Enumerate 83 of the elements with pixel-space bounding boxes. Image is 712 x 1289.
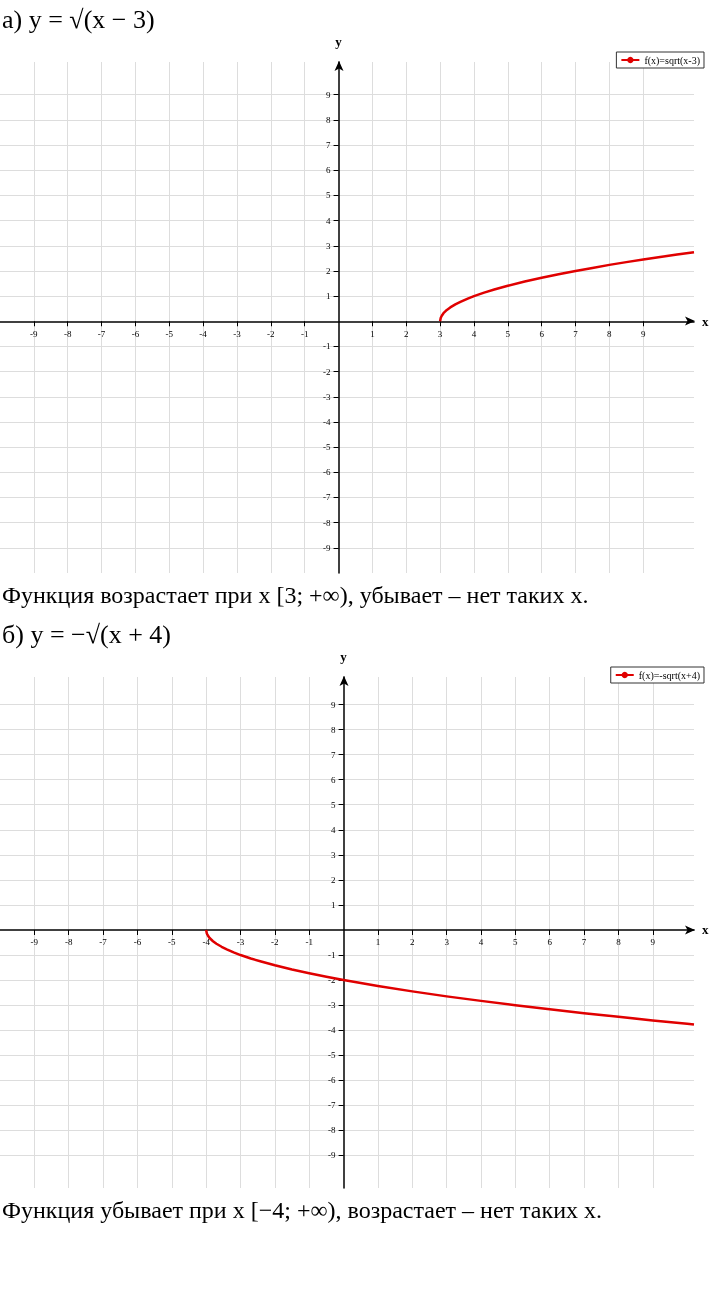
x-tick-label: -2 — [271, 937, 279, 948]
y-tick-label: -1 — [323, 341, 331, 352]
x-tick-label: 3 — [437, 328, 443, 339]
y-tick-label: 1 — [331, 899, 336, 910]
y-tick-label: 3 — [331, 849, 337, 860]
y-tick-label: -7 — [328, 1100, 337, 1111]
legend-label: f(x)=sqrt(x-3) — [644, 54, 700, 67]
y-tick-label: 9 — [331, 699, 337, 710]
x-tick-label: -7 — [99, 937, 108, 948]
text: Функция убывает при x [−4; +∞), возрастает – нет таких x. — [1, 1196, 603, 1225]
y-tick-label: -5 — [328, 1050, 337, 1061]
y-tick-label: -4 — [328, 1025, 337, 1036]
x-tick-label: 8 — [616, 937, 622, 948]
y-tick-label: -1 — [328, 950, 336, 961]
x-tick-label: -9 — [30, 328, 39, 339]
x-tick-label: 5 — [513, 937, 519, 948]
chart-title: б) y = −√(x + 4) — [2, 620, 171, 649]
x-tick-label: 2 — [403, 328, 409, 339]
y-tick-label: -8 — [323, 517, 332, 528]
y-tick-label: 8 — [326, 114, 332, 125]
x-tick-label: -8 — [63, 328, 72, 339]
x-tick-label: -5 — [165, 328, 174, 339]
y-tick-label: 5 — [326, 190, 332, 201]
y-tick-label: -3 — [323, 391, 332, 402]
y-tick-label: -7 — [323, 492, 332, 503]
x-tick-label: -9 — [30, 937, 39, 948]
x-tick-label: -6 — [133, 937, 142, 948]
y-axis-title: y — [335, 34, 343, 49]
y-tick-label: 2 — [326, 265, 331, 276]
y-tick-label: 7 — [326, 140, 332, 151]
x-axis-title: x — [702, 922, 709, 938]
x-tick-label: 4 — [471, 328, 477, 339]
x-tick-label: 1 — [375, 937, 381, 948]
y-tick-label: 6 — [326, 165, 332, 176]
y-tick-label: -5 — [323, 442, 332, 453]
x-tick-label: -2 — [267, 328, 275, 339]
y-tick-label: -9 — [323, 542, 332, 553]
x-tick-label: 1 — [370, 328, 375, 339]
text: Функция возрастает при x [3; +∞), убывает – нет таких x. — [1, 581, 590, 610]
x-axis-title: x — [702, 313, 709, 329]
x-tick-label: 8 — [607, 328, 613, 339]
y-tick-label: -9 — [328, 1150, 337, 1161]
x-tick-label: 7 — [573, 328, 579, 339]
y-tick-label: 7 — [331, 749, 337, 760]
x-tick-label: -3 — [233, 328, 242, 339]
y-tick-label: -4 — [323, 416, 332, 427]
y-tick-label: -3 — [328, 1000, 337, 1011]
chart-title: а) y = √(x − 3) — [2, 5, 155, 34]
y-axis-title: y — [340, 649, 348, 664]
y-tick-label: 4 — [331, 824, 337, 835]
x-tick-label: -1 — [300, 328, 309, 339]
line-series — [438, 251, 696, 323]
x-tick-label: -4 — [202, 937, 211, 948]
x-tick-label: 9 — [650, 937, 656, 948]
x-tick-label: 9 — [640, 328, 646, 339]
x-tick-label: -1 — [305, 937, 313, 948]
y-tick-label: -8 — [328, 1125, 337, 1136]
x-tick-label: -7 — [97, 328, 106, 339]
x-tick-label: -8 — [64, 937, 73, 948]
x-tick-label: 2 — [410, 937, 415, 948]
x-tick-label: -6 — [131, 328, 140, 339]
line-series — [204, 928, 696, 1026]
y-tick-label: 2 — [331, 874, 336, 885]
y-tick-label: 8 — [331, 724, 337, 735]
legend-label: f(x)=-sqrt(x+4) — [638, 669, 701, 682]
y-tick-label: -6 — [328, 1075, 337, 1086]
x-tick-label: 4 — [478, 937, 484, 948]
y-tick-label: 4 — [326, 215, 332, 226]
x-tick-label: -4 — [199, 328, 208, 339]
x-tick-label: -3 — [236, 937, 245, 948]
y-tick-label: 6 — [331, 774, 337, 785]
x-tick-label: 6 — [539, 328, 545, 339]
x-tick-label: 6 — [547, 937, 553, 948]
y-tick-label: 3 — [326, 240, 332, 251]
y-tick-label: 9 — [326, 89, 332, 100]
x-tick-label: 5 — [505, 328, 511, 339]
x-tick-label: 7 — [581, 937, 587, 948]
y-tick-label: -2 — [323, 366, 331, 377]
x-tick-label: 3 — [444, 937, 450, 948]
y-tick-label: 5 — [331, 799, 337, 810]
y-tick-label: -6 — [323, 467, 332, 478]
x-tick-label: -5 — [168, 937, 177, 948]
y-tick-label: 1 — [326, 291, 331, 302]
